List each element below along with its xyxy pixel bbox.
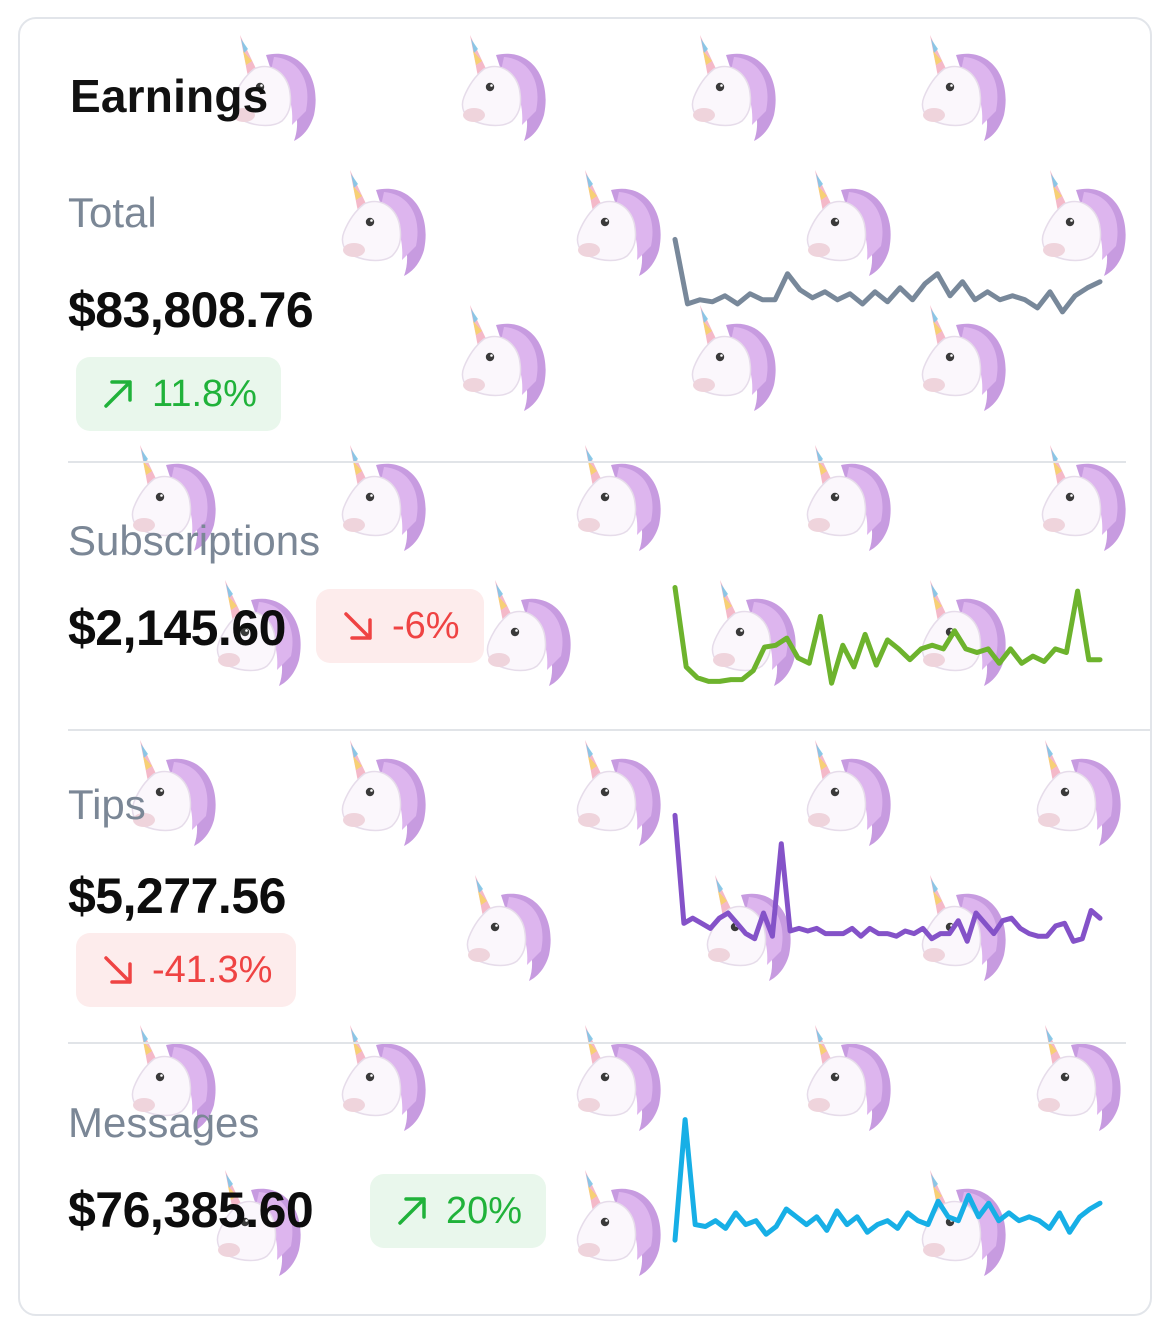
metric-subscriptions: Subscriptions $2,145.60 -6% — [20, 517, 1150, 663]
arrow-up-right-icon — [104, 380, 132, 408]
section-divider — [68, 461, 1126, 463]
metric-amount: $5,277.56 — [68, 868, 286, 924]
section-divider — [68, 1042, 1126, 1044]
sparkline-subscriptions — [672, 585, 1103, 686]
arrow-down-right-icon — [344, 612, 372, 640]
card-title: Earnings — [70, 70, 269, 122]
metric-label: Messages — [68, 1099, 260, 1146]
section-divider — [68, 729, 1150, 731]
change-value: -6% — [392, 604, 460, 647]
earnings-card: Earnings Total $83,808.76 11.8% Subscriptio… — [18, 17, 1152, 1316]
metric-label: Total — [68, 189, 157, 236]
sparkline-tips — [672, 812, 1103, 944]
change-badge: -41.3% — [76, 933, 297, 1007]
change-badge: 20% — [370, 1174, 547, 1248]
sparkline-path — [672, 1117, 1103, 1243]
metric-label: Subscriptions — [68, 517, 321, 564]
change-value: 11.8% — [152, 372, 257, 415]
sparkline-path — [672, 236, 1103, 315]
metric-total: Total $83,808.76 11.8% — [20, 189, 1150, 431]
metric-amount: $76,385.60 — [68, 1182, 314, 1238]
metric-messages: Messages $76,385.60 20% — [20, 1099, 1150, 1248]
sparkline-path — [672, 585, 1103, 686]
metric-amount: $83,808.76 — [68, 282, 314, 338]
arrow-down-right-icon — [104, 956, 132, 984]
change-badge: -6% — [316, 589, 484, 663]
sparkline-messages — [672, 1117, 1103, 1243]
change-value: -41.3% — [152, 948, 273, 991]
sparkline-total — [672, 236, 1103, 315]
metric-label: Tips — [68, 781, 146, 828]
change-value: 20% — [446, 1189, 523, 1232]
arrow-up-right-icon — [398, 1197, 426, 1225]
sparkline-path — [672, 812, 1103, 944]
change-badge: 11.8% — [76, 357, 281, 431]
metric-amount: $2,145.60 — [68, 600, 286, 656]
